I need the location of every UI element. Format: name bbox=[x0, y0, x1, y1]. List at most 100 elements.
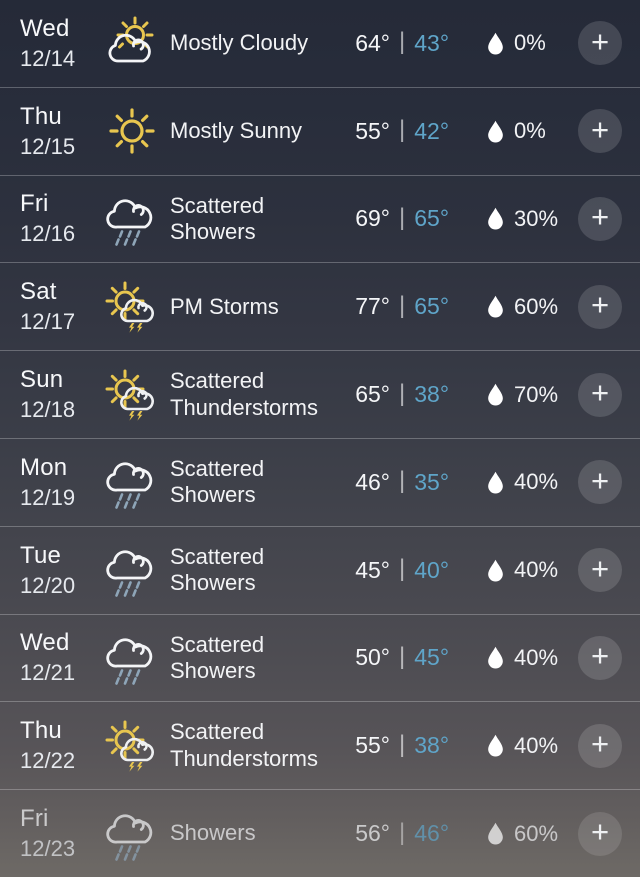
plus-icon: + bbox=[590, 550, 610, 586]
day-date-column: Thu 12/22 bbox=[20, 717, 98, 774]
condition-label: Scattered Showers bbox=[170, 455, 265, 508]
day-date-column: Mon 12/19 bbox=[20, 454, 98, 511]
raindrop-icon bbox=[486, 294, 505, 319]
day-label: Fri bbox=[20, 190, 49, 218]
high-temp: 45° bbox=[355, 556, 390, 583]
day-date-column: Wed 12/14 bbox=[20, 15, 98, 72]
precip-group: 40% bbox=[486, 469, 562, 495]
day-date-column: Sun 12/18 bbox=[20, 366, 98, 423]
raindrop-icon bbox=[486, 558, 505, 583]
date-label: 12/17 bbox=[20, 309, 76, 335]
precip-group: 0% bbox=[486, 30, 562, 56]
add-to-calendar-button[interactable]: + bbox=[578, 723, 622, 768]
high-temp: 56° bbox=[355, 820, 390, 847]
low-temp: 42° bbox=[414, 117, 450, 144]
raindrop-icon bbox=[486, 206, 505, 231]
day-label: Thu bbox=[20, 717, 62, 745]
cloud-rain-icon bbox=[106, 550, 153, 597]
plus-icon: + bbox=[590, 199, 610, 235]
precip-percent: 0% bbox=[514, 30, 546, 56]
raindrop-icon bbox=[486, 119, 505, 144]
low-temp: 65° bbox=[414, 205, 450, 232]
precip-percent: 0% bbox=[514, 118, 546, 144]
forecast-row[interactable]: Fri 12/23 Showers 56° | 46° 60% bbox=[0, 789, 640, 877]
date-label: 12/19 bbox=[20, 484, 76, 510]
condition-label: Mostly Cloudy bbox=[170, 30, 309, 56]
plus-icon: + bbox=[590, 287, 610, 323]
forecast-row[interactable]: Wed 12/14 Mostly Cloudy 64° | 43° bbox=[0, 0, 640, 87]
day-label: Tue bbox=[20, 541, 62, 569]
forecast-row[interactable]: Thu 12/15 Mostly Sunny 55° | 42° 0% bbox=[0, 86, 640, 175]
forecast-row[interactable]: Sun 12/18 Scattered Thunderstorms 65° | bbox=[0, 350, 640, 438]
forecast-row[interactable]: Mon 12/19 Scattered Showers 46° | 35° 40… bbox=[0, 437, 640, 526]
add-to-calendar-button[interactable]: + bbox=[578, 372, 622, 417]
add-to-calendar-button[interactable]: + bbox=[578, 284, 622, 329]
day-label: Sun bbox=[20, 366, 64, 394]
high-temp: 69° bbox=[355, 205, 390, 232]
plus-icon: + bbox=[590, 462, 610, 498]
temp-divider: | bbox=[399, 642, 406, 670]
day-label: Mon bbox=[20, 453, 68, 481]
plus-icon: + bbox=[590, 814, 610, 850]
raindrop-icon bbox=[486, 31, 505, 56]
forecast-row[interactable]: Fri 12/16 Scattered Showers 69° | 65° 30… bbox=[0, 174, 640, 263]
high-temp: 77° bbox=[355, 293, 390, 320]
day-date-column: Sat 12/17 bbox=[20, 278, 98, 335]
raindrop-icon bbox=[486, 382, 505, 407]
forecast-row[interactable]: Tue 12/20 Scattered Showers 45° | 40° 40… bbox=[0, 525, 640, 614]
low-temp: 38° bbox=[414, 732, 450, 759]
date-label: 12/14 bbox=[20, 45, 76, 71]
precip-group: 70% bbox=[486, 382, 562, 408]
date-label: 12/20 bbox=[20, 572, 76, 598]
add-to-calendar-button[interactable]: + bbox=[578, 109, 622, 154]
condition-label: Scattered Thunderstorms bbox=[170, 368, 318, 420]
add-to-calendar-button[interactable]: + bbox=[578, 635, 622, 680]
precip-percent: 60% bbox=[514, 293, 559, 319]
high-temp: 55° bbox=[355, 117, 390, 144]
temperature-group: 50° | 45° bbox=[342, 642, 482, 672]
precip-percent: 60% bbox=[514, 820, 559, 846]
plus-icon: + bbox=[590, 638, 610, 674]
cloud-rain-icon bbox=[106, 638, 153, 685]
add-to-calendar-button[interactable]: + bbox=[578, 21, 622, 66]
sun-storm-icon bbox=[105, 720, 154, 772]
add-to-calendar-button[interactable]: + bbox=[578, 460, 622, 505]
add-to-calendar-button[interactable]: + bbox=[578, 196, 622, 241]
low-temp: 38° bbox=[414, 381, 450, 408]
day-date-column: Wed 12/21 bbox=[20, 629, 98, 686]
plus-icon: + bbox=[590, 111, 610, 147]
condition-label: Scattered Showers bbox=[170, 192, 265, 244]
plus-icon: + bbox=[590, 375, 610, 411]
day-date-column: Tue 12/20 bbox=[20, 542, 98, 599]
forecast-row[interactable]: Thu 12/22 Scattered Thunderstorms 55° | bbox=[0, 701, 640, 789]
condition-label: Showers bbox=[170, 820, 256, 846]
date-label: 12/16 bbox=[20, 221, 76, 247]
day-label: Fri bbox=[20, 805, 49, 833]
temperature-group: 69° | 65° bbox=[342, 204, 482, 233]
forecast-row[interactable]: Sat 12/17 PM Storms 77° | 65° bbox=[0, 262, 640, 350]
high-temp: 55° bbox=[355, 732, 390, 759]
precip-group: 60% bbox=[486, 294, 562, 320]
temperature-group: 45° | 40° bbox=[342, 555, 482, 584]
temperature-group: 64° | 43° bbox=[342, 28, 482, 57]
add-to-calendar-button[interactable]: + bbox=[578, 811, 622, 856]
day-date-column: Fri 12/16 bbox=[20, 190, 98, 247]
precip-group: 40% bbox=[486, 733, 562, 759]
add-to-calendar-button[interactable]: + bbox=[578, 548, 622, 593]
forecast-row[interactable]: Wed 12/21 Scattered Showers 50° | 45° 40… bbox=[0, 613, 640, 702]
cloud-rain-icon bbox=[106, 199, 153, 246]
date-label: 12/23 bbox=[20, 836, 76, 862]
precip-group: 60% bbox=[486, 821, 562, 847]
sun-storm-icon bbox=[105, 369, 154, 421]
high-temp: 65° bbox=[355, 381, 390, 408]
precip-percent: 40% bbox=[514, 469, 559, 495]
day-label: Thu bbox=[20, 102, 62, 130]
temperature-group: 55° | 38° bbox=[342, 731, 482, 760]
temp-divider: | bbox=[399, 555, 406, 583]
temp-divider: | bbox=[399, 28, 406, 56]
low-temp: 35° bbox=[414, 468, 450, 495]
condition-label: Scattered Showers bbox=[170, 631, 265, 683]
precip-group: 30% bbox=[486, 206, 562, 232]
precip-percent: 30% bbox=[514, 205, 559, 231]
